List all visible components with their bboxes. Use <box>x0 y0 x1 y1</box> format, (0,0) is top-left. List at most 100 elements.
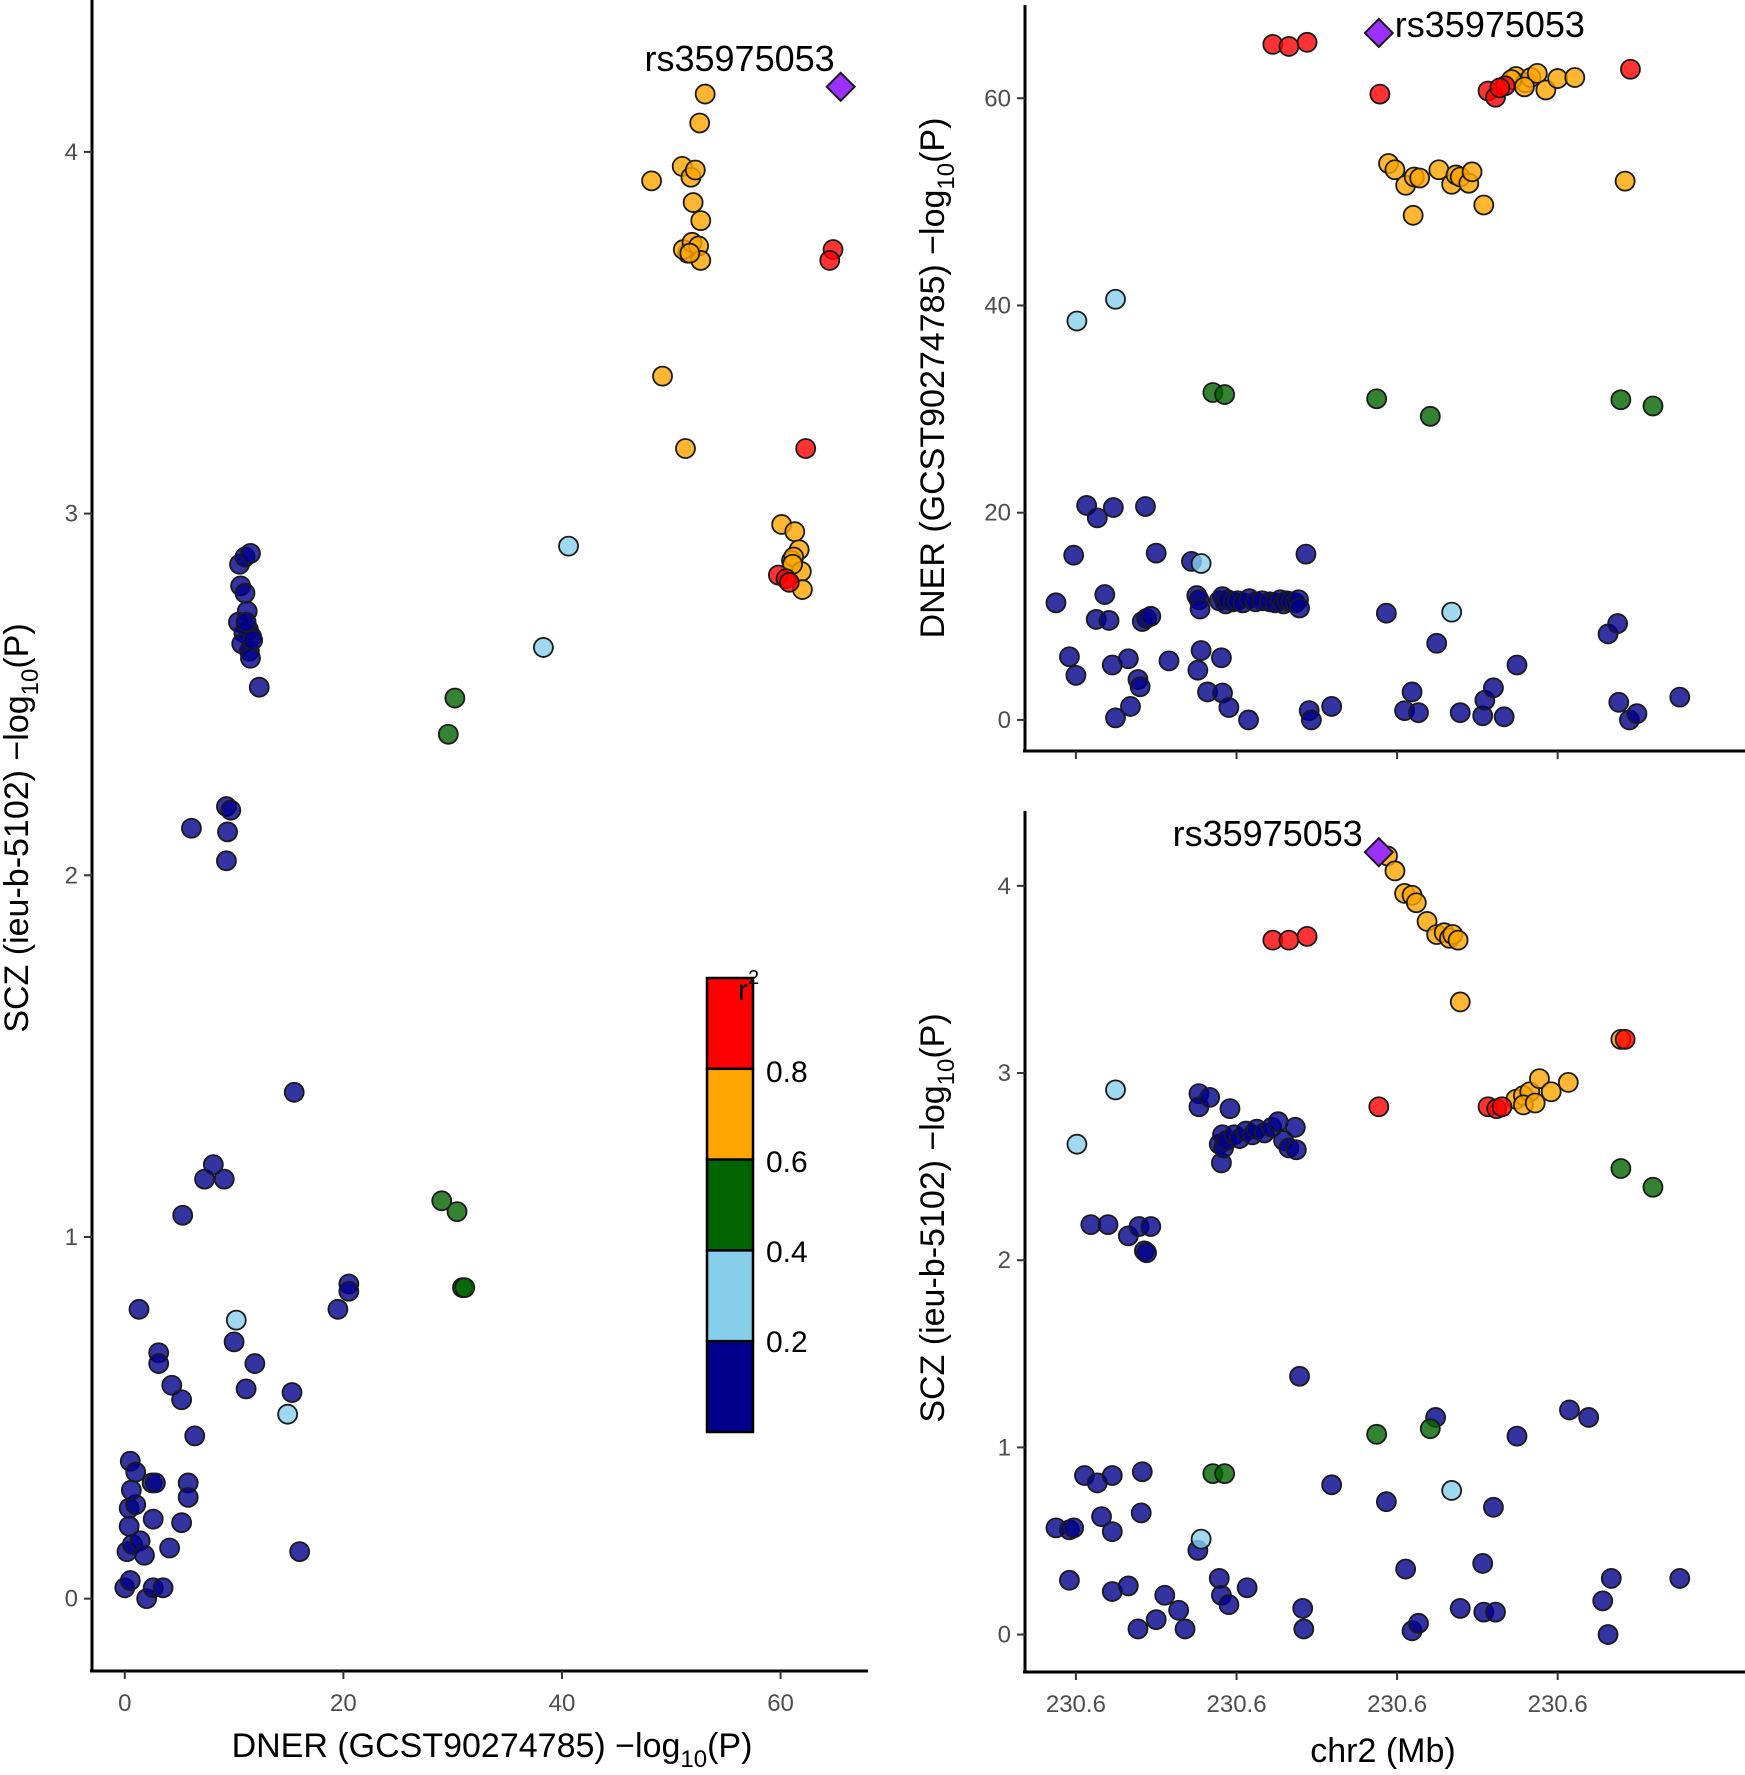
x-tick-label: 230.6 <box>1046 1691 1106 1718</box>
snp-point <box>437 723 459 745</box>
snp-point <box>1384 860 1406 882</box>
snp-point <box>1293 1618 1315 1640</box>
snp-point <box>1174 1618 1196 1640</box>
snp-point <box>1526 62 1548 84</box>
snp-point <box>1419 405 1441 427</box>
snp-point <box>1278 36 1300 57</box>
snp-point <box>1063 544 1085 566</box>
snp-point <box>289 1541 311 1563</box>
snp-point <box>778 571 800 593</box>
snp-point <box>1105 1079 1126 1101</box>
scz-locus-panel: 0 1 2 3 4 230.6 230.6 230.6 230.6 rs35975053 ch… <box>914 811 1745 1770</box>
snp-point <box>235 611 257 633</box>
snp-point <box>454 1277 476 1299</box>
scz-x-axis-title: chr2 (Mb) <box>1310 1732 1455 1770</box>
snp-point <box>1140 605 1162 627</box>
dner-y-axis-title: DNER (GCST90274785) −log10(P) <box>914 118 960 639</box>
y-tick-label: 2 <box>998 1247 1011 1274</box>
snp-point <box>1117 648 1139 670</box>
snp-point <box>690 210 712 232</box>
snp-point <box>120 1479 142 1501</box>
snp-point <box>1473 194 1495 216</box>
snp-point <box>1059 646 1080 668</box>
snp-point <box>1214 1463 1236 1484</box>
snp-point <box>1441 601 1463 623</box>
snp-point <box>679 242 701 264</box>
legend-label-0.6: 0.6 <box>766 1146 808 1179</box>
scatter-points <box>114 83 844 1610</box>
x-tick-label: 230.6 <box>1367 1691 1427 1718</box>
snp-point <box>1189 598 1211 620</box>
scz-y-ticks: 0 1 2 3 4 <box>998 873 1025 1649</box>
snp-point <box>1117 1575 1139 1597</box>
snp-point <box>1614 170 1636 192</box>
snp-point <box>1145 542 1167 564</box>
snp-point <box>327 1298 349 1320</box>
dner-lead-snp: rs35975053 <box>1363 4 1585 49</box>
snp-point <box>1506 654 1528 676</box>
x-tick-label: 230.6 <box>1528 1691 1588 1718</box>
snp-point <box>234 582 256 604</box>
snp-point <box>682 192 704 213</box>
y-tick-label: 20 <box>984 500 1011 527</box>
snp-point <box>1321 696 1343 717</box>
dner-locus-panel: 0 20 40 60 rs35975053 DNER (GCST90274785) −… <box>914 4 1745 759</box>
snp-point <box>1130 1502 1152 1524</box>
snp-point <box>1402 204 1424 226</box>
snp-point <box>144 1472 166 1494</box>
snp-point <box>1238 709 1259 731</box>
snp-point <box>1540 1081 1562 1103</box>
snp-point <box>159 1537 181 1559</box>
snp-point <box>148 1353 170 1374</box>
snp-point <box>1610 389 1632 411</box>
snp-point <box>338 1280 360 1302</box>
lead-snp-label: rs35975053 <box>1173 813 1363 854</box>
snp-point <box>1236 1577 1258 1599</box>
snp-point <box>1289 1365 1310 1387</box>
snp-point <box>431 1190 453 1212</box>
snp-point <box>1441 1480 1463 1501</box>
lead-snp-label: rs35975053 <box>1395 4 1585 45</box>
snp-point <box>1105 288 1126 310</box>
snp-point <box>652 365 673 387</box>
snp-point <box>1642 1176 1664 1198</box>
y-tick-label: 3 <box>998 1060 1011 1087</box>
snp-point <box>1190 640 1212 661</box>
snp-point <box>1211 647 1232 669</box>
snp-point <box>223 1331 245 1353</box>
snp-point <box>1131 1461 1153 1483</box>
snp-point <box>1059 1569 1080 1591</box>
legend-title: r2 <box>738 967 759 1007</box>
snp-point <box>1669 686 1691 708</box>
legend-bin <box>705 1249 755 1343</box>
snp-point <box>1267 1111 1289 1133</box>
snp-point <box>1506 1425 1528 1447</box>
legend-bin <box>705 1339 755 1434</box>
snp-point <box>1483 677 1504 699</box>
legend-colorbar <box>705 976 755 1434</box>
scatter-x-ticks: 0 20 40 60 <box>118 1671 794 1717</box>
snp-point <box>684 159 706 181</box>
y-tick-label: 4 <box>65 139 78 166</box>
snp-point <box>1600 1568 1622 1589</box>
snp-point <box>283 1081 305 1103</box>
snp-point <box>172 1204 194 1226</box>
dner-points <box>1045 31 1691 731</box>
scatter-y-axis-title: SCZ (ieu-b-5102) −log10(P) <box>0 623 44 1032</box>
snp-point <box>1375 1491 1397 1513</box>
snp-point <box>1578 1407 1600 1428</box>
snp-point <box>1485 1601 1506 1623</box>
snp-point <box>1285 1139 1307 1161</box>
snp-point <box>1614 1028 1636 1050</box>
snp-point <box>1472 1553 1494 1574</box>
snp-point <box>1120 696 1141 717</box>
snp-point <box>1292 1597 1314 1619</box>
snp-point <box>1066 310 1088 332</box>
snp-point <box>1608 691 1630 713</box>
snp-point <box>1405 892 1427 914</box>
snp-point <box>1610 1158 1632 1179</box>
snp-point <box>281 1382 303 1403</box>
snp-point <box>1158 650 1180 672</box>
